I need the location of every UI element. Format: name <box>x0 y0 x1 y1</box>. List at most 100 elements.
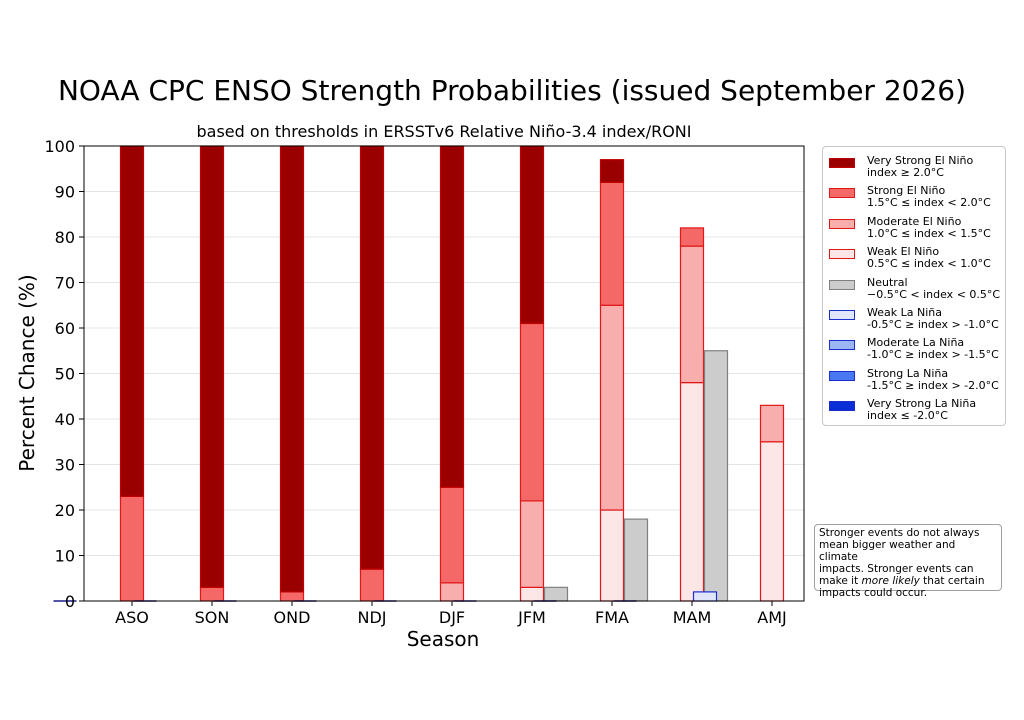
bar-segment <box>679 245 705 384</box>
y-axis-label: Percent Chance (%) <box>15 274 39 471</box>
legend-label: Very Strong La Niña <box>867 397 977 411</box>
legend-swatch <box>829 218 855 229</box>
bar-segment <box>703 350 729 602</box>
y-tick-label: 40 <box>55 410 75 429</box>
x-tick-label: AMJ <box>757 608 786 627</box>
legend-label: Moderate La Niña <box>867 336 965 350</box>
legend-label: Weak El Niño <box>867 245 940 259</box>
bar-segment <box>279 145 305 593</box>
y-tick-label: 50 <box>55 365 75 384</box>
note-line: impacts. Stronger events can <box>819 563 974 575</box>
legend-label: Strong La Niña <box>867 366 949 380</box>
bar-segment <box>543 586 569 602</box>
bar-segment <box>599 159 625 183</box>
y-tick-label: 30 <box>55 456 75 475</box>
legend-range: 0.5°C ≤ index < 1.0°C <box>867 257 991 271</box>
legend-range: 1.0°C ≤ index < 1.5°C <box>867 226 991 240</box>
legend-range: -0.5°C ≥ index > -1.0°C <box>867 318 999 331</box>
legend-label: Very Strong El Niño <box>867 154 974 167</box>
y-tick-label: 70 <box>55 274 75 293</box>
y-axis-ticks: 0 10 20 30 40 50 60 70 80 90 100 <box>44 137 84 611</box>
x-tick-label: DJF <box>439 608 465 627</box>
y-tick-label: 80 <box>55 228 75 247</box>
bar-segment <box>199 586 225 602</box>
bar-segment <box>519 586 545 602</box>
bar-segment <box>599 181 625 306</box>
legend-item: Strong La Niña -1.5°C ≥ index > -2.0°C <box>829 367 1005 397</box>
x-tick-label: MAM <box>673 608 712 627</box>
legend-swatch <box>829 310 855 320</box>
legend-range: index ≥ 2.0°C <box>867 166 944 179</box>
legend-item: Weak El Niño 0.5°C ≤ index < 1.0°C <box>829 245 1005 275</box>
legend-swatch <box>829 401 855 412</box>
bar-segment <box>679 382 705 602</box>
x-tick-label: ASO <box>115 608 149 627</box>
legend-item: Moderate El Niño 1.0°C ≤ index < 1.5°C <box>829 215 1005 245</box>
x-tick-label: JFM <box>517 608 546 627</box>
legend-label: Neutral <box>867 275 908 289</box>
bar-segment <box>359 145 385 570</box>
legend-swatch <box>829 158 855 168</box>
legend-item: Very Strong El Niño index ≥ 2.0°C <box>829 154 1005 184</box>
note-line: mean bigger weather and climate <box>819 539 956 563</box>
x-tick-label: FMA <box>595 608 629 627</box>
bar-segment <box>759 441 785 602</box>
bar-segment <box>439 582 465 602</box>
chart-title: NOAA CPC ENSO Strength Probabilities (is… <box>57 74 967 107</box>
legend-item: Strong El Niño 1.5°C ≤ index < 2.0°C <box>829 184 1005 214</box>
note-line: impacts could occur. <box>819 587 928 599</box>
y-tick-label: 10 <box>55 547 75 566</box>
bar-segment <box>519 145 545 325</box>
legend-range: -1.5°C ≥ index > -2.0°C <box>867 378 999 392</box>
legend-item: Weak La Niña -0.5°C ≥ index > -1.0°C <box>829 306 1005 336</box>
note-emphasis: more likely <box>861 575 920 587</box>
legend-swatch <box>829 279 855 290</box>
bar-segment <box>623 518 649 602</box>
y-tick-label: 90 <box>55 183 75 202</box>
bars <box>53 145 785 602</box>
legend-label: Weak La Niña <box>867 306 942 319</box>
bar-segment <box>359 568 385 602</box>
y-tick-label: 100 <box>44 137 75 156</box>
legend-swatch <box>829 188 855 199</box>
bar-segment <box>599 509 625 602</box>
bar-segment <box>279 591 305 602</box>
legend-swatch <box>829 249 855 260</box>
bar-segment <box>119 145 145 497</box>
note-line: make it more likely that certain <box>819 575 985 587</box>
legend-label: Moderate El Niño <box>867 214 962 228</box>
bar-segment <box>679 227 705 247</box>
bar-segment <box>439 486 465 584</box>
legend: Very Strong El Niño index ≥ 2.0°C Strong E… <box>822 146 1006 426</box>
legend-item: Very Strong La Niña index ≤ -2.0°C <box>829 397 1005 427</box>
legend-item: Neutral −0.5°C < index < 0.5°C <box>829 276 1005 306</box>
y-tick-label: 20 <box>55 501 75 520</box>
legend-range: 1.5°C ≤ index < 2.0°C <box>867 196 991 210</box>
legend-item: Moderate La Niña -1.0°C ≥ index > -1.5°C <box>829 336 1005 366</box>
bar-segment <box>519 500 545 588</box>
note-line: Stronger events do not always <box>819 527 980 539</box>
bar-segment <box>439 145 465 488</box>
chart-subtitle: based on thresholds in ERSSTv6 Relative … <box>196 122 692 141</box>
legend-range: -1.0°C ≥ index > -1.5°C <box>867 348 999 362</box>
y-tick-label: 60 <box>55 319 75 338</box>
x-axis-ticks: ASO SON OND NDJ DJF JFM FMA MAM AMJ <box>115 601 787 627</box>
legend-swatch <box>829 340 855 351</box>
bar-segment <box>519 322 545 502</box>
legend-swatch <box>829 370 855 381</box>
bar-segment <box>692 591 718 602</box>
x-axis-label: Season <box>407 627 480 651</box>
x-tick-label: SON <box>195 608 230 627</box>
legend-label: Strong El Niño <box>867 184 946 198</box>
bar-segment <box>599 304 625 511</box>
x-tick-label: NDJ <box>357 608 386 627</box>
bar-segment <box>759 404 785 443</box>
x-tick-label: OND <box>274 608 311 627</box>
note-box: Stronger events do not always mean bigger… <box>814 524 1002 599</box>
bar-segment <box>119 495 145 602</box>
bar-segment <box>199 145 225 588</box>
legend-range: index ≤ -2.0°C <box>867 409 948 423</box>
legend-range: −0.5°C < index < 0.5°C <box>867 287 1001 301</box>
y-tick-label: 0 <box>65 592 75 611</box>
